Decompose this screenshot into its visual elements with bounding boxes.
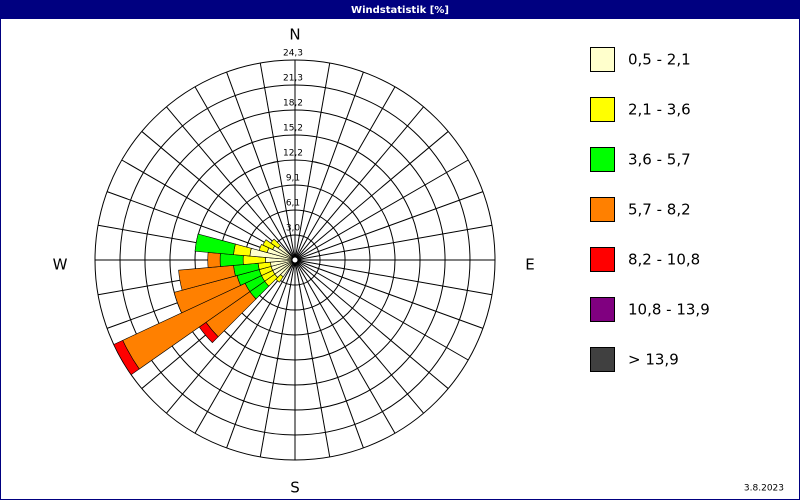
sector <box>262 239 276 250</box>
legend-label: 8,2 - 10,8 <box>628 251 700 269</box>
legend-swatch <box>590 197 615 222</box>
legend-swatch <box>590 147 615 172</box>
ring <box>94 59 496 461</box>
legend-label: 10,8 - 13,9 <box>628 301 710 319</box>
calm-circle <box>291 256 299 264</box>
legend-swatch <box>590 47 615 72</box>
cardinal-label: S <box>290 479 300 497</box>
cardinal-label: W <box>53 256 68 274</box>
legend-label: 5,7 - 8,2 <box>628 201 691 219</box>
legend-label: 3,6 - 5,7 <box>628 151 691 169</box>
sector <box>258 243 270 253</box>
cardinal-label: N <box>289 26 300 44</box>
sector <box>194 233 236 255</box>
legend-swatch <box>590 97 615 122</box>
sector <box>178 265 236 291</box>
chart-title: Windstatistik [%] <box>351 5 449 16</box>
ring <box>169 134 421 386</box>
ring-label: 24,3 <box>283 49 303 59</box>
rose: 3,0 6,1 9,1 12,2 15,2 18,2 21,3 24,3 N E S W <box>53 26 535 497</box>
legend-swatch <box>590 297 615 322</box>
legend-swatch <box>590 347 615 372</box>
legend: 0,5 - 2,1 2,1 - 3,6 3,6 - 5,7 5,7 - 8,2 8,2 … <box>590 47 710 372</box>
legend-label: > 13,9 <box>628 351 679 369</box>
cardinal-label: E <box>525 256 534 274</box>
ring <box>119 84 471 436</box>
legend-label: 2,1 - 3,6 <box>628 101 691 119</box>
ring-label: 3,0 <box>286 223 301 233</box>
date: 3.8.2023 <box>744 484 784 494</box>
sector <box>207 252 221 268</box>
ring-label: 18,2 <box>283 98 303 108</box>
title-bar <box>0 0 800 19</box>
legend-swatch <box>590 247 615 272</box>
ring <box>194 159 396 361</box>
ring-label: 9,1 <box>286 174 300 184</box>
legend-label: 0,5 - 2,1 <box>628 51 691 69</box>
sector <box>113 339 140 376</box>
ring-label: 15,2 <box>283 123 303 133</box>
ring-label: 12,2 <box>283 149 303 159</box>
ring <box>144 109 446 411</box>
ring-label: 21,3 <box>283 74 303 84</box>
sector <box>173 275 241 314</box>
sector <box>270 238 281 249</box>
ring-label: 6,1 <box>286 198 300 208</box>
